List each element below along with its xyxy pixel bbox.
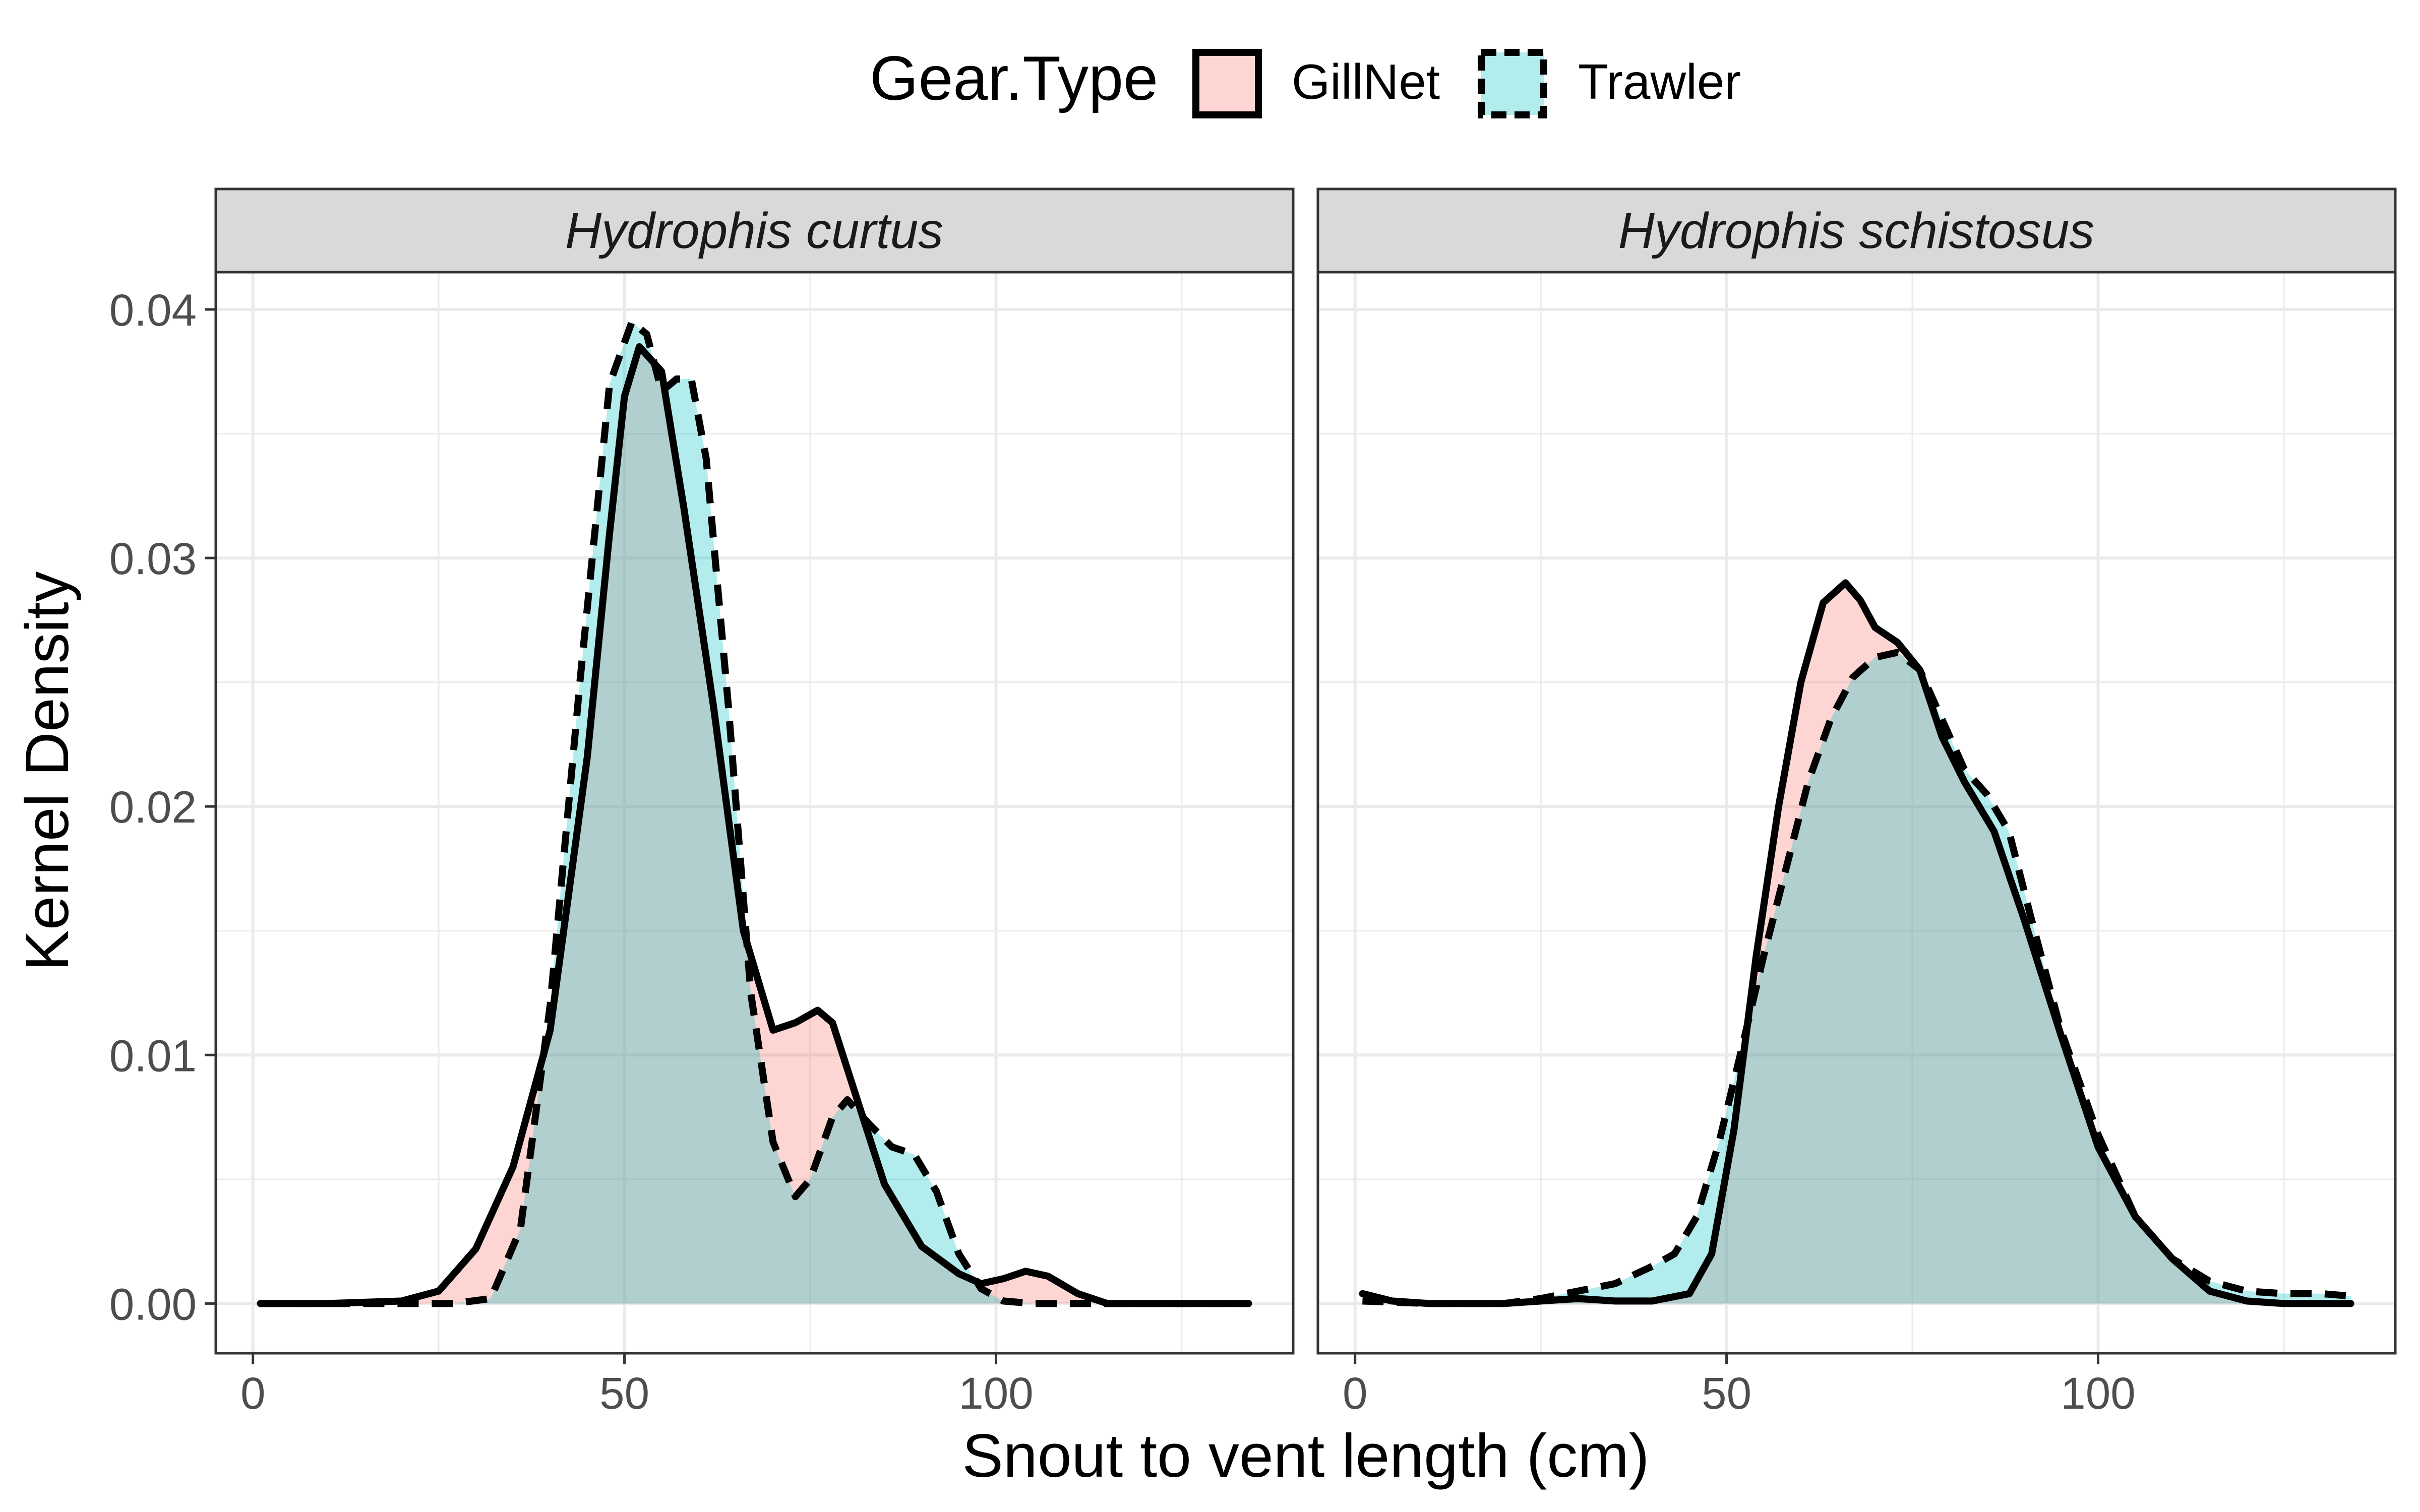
plot-area (1318, 272, 2395, 1353)
x-axis-title: Snout to vent length (cm) (962, 1421, 1649, 1490)
y-axis-ticks: 0.00 0.01 0.02 0.03 0.04 (109, 285, 216, 1329)
density-lines (1359, 579, 2354, 1307)
legend-label-trawler: Trawler (1578, 54, 1741, 109)
x-axis-ticks: 0 50 100 (240, 1353, 1034, 1418)
strip-title: Hydrophis curtus (565, 203, 943, 259)
strip-title: Hydrophis schistosus (1618, 203, 2095, 259)
plot-area (216, 272, 1293, 1353)
gridlines (216, 272, 1293, 1353)
density-area-gillnet (1362, 583, 2351, 1304)
y-tick-label: 0.02 (109, 782, 197, 832)
y-axis-title: Kernel Density (13, 571, 81, 971)
x-axis-ticks: 0 50 100 (1343, 1353, 2136, 1418)
density-areas (260, 322, 1249, 1304)
x-tick-label: 100 (2061, 1368, 2136, 1418)
density-area-gillnet (260, 346, 1249, 1304)
y-tick-label: 0.00 (109, 1279, 197, 1329)
legend-title: Gear.Type (870, 44, 1158, 113)
legend: Gear.Type GillNet Trawler (870, 44, 1741, 118)
density-line-trawler (260, 318, 1249, 1307)
panel-hydrophis-schistosus: Hydrophis schistosus 0 50 100 (1316, 187, 2397, 1418)
panel-border (214, 271, 1295, 1355)
x-tick-label: 50 (1702, 1368, 1751, 1418)
legend-item-gillnet: GillNet (1192, 49, 1440, 118)
y-tick-label: 0.04 (109, 285, 197, 335)
strip-background (1316, 187, 2397, 274)
y-tick-label: 0.01 (109, 1030, 197, 1081)
legend-label-gillnet: GillNet (1292, 54, 1440, 109)
density-area-trawler (1362, 652, 2351, 1304)
density-area-trawler (260, 322, 1249, 1304)
legend-key-gillnet (1192, 49, 1262, 118)
legend-key-trawler (1478, 49, 1547, 118)
x-tick-label: 0 (1343, 1368, 1368, 1418)
density-areas (1362, 583, 2351, 1304)
density-lines (257, 318, 1252, 1307)
x-tick-label: 100 (958, 1368, 1034, 1418)
strip-background (214, 187, 1295, 274)
panel-border (1316, 271, 2397, 1355)
x-tick-label: 50 (599, 1368, 649, 1418)
x-tick-label: 0 (240, 1368, 266, 1418)
panel-hydrophis-curtus: Hydrophis curtus 0 50 100 0.00 0.01 0.02 0.03… (109, 187, 1295, 1418)
legend-item-trawler: Trawler (1478, 49, 1741, 118)
y-tick-label: 0.03 (109, 533, 197, 584)
density-line-gillnet (257, 343, 1252, 1307)
